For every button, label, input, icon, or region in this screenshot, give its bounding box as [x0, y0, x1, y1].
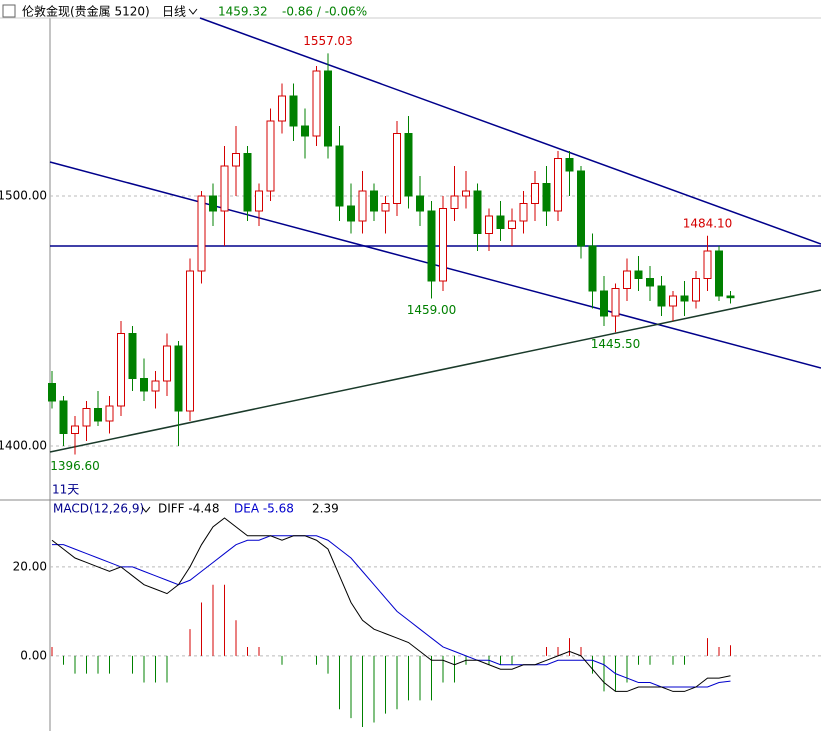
- candle-body: [243, 153, 252, 212]
- candle-body: [266, 120, 275, 192]
- candle-body: [220, 165, 229, 212]
- diff-label: DIFF -4.48: [158, 502, 219, 516]
- y-tick-label: 1500.00: [0, 189, 47, 203]
- candle-body: [48, 383, 56, 402]
- candle-body: [450, 195, 459, 209]
- candle-body: [715, 250, 723, 297]
- y-tick-label: 20.00: [13, 559, 47, 573]
- last-price: 1459.32: [218, 5, 268, 19]
- candle-body: [669, 295, 677, 307]
- candle-body: [358, 190, 367, 222]
- candle-body: [416, 195, 424, 212]
- candle-body: [140, 378, 148, 392]
- candle-body: [128, 333, 137, 379]
- candle-body: [565, 158, 574, 172]
- diff-line: [51, 517, 731, 692]
- price-annotation: 1445.50: [591, 337, 641, 351]
- candle-body: [232, 153, 240, 167]
- candle-body: [289, 95, 298, 127]
- candle-body: [427, 210, 436, 282]
- candle-body: [657, 285, 666, 307]
- trendline[interactable]: [199, 17, 821, 245]
- candle-body: [82, 408, 91, 427]
- candle-body: [646, 278, 654, 287]
- price-change: -0.86 / -0.06%: [282, 5, 367, 19]
- candle-body: [381, 203, 390, 212]
- candle-body: [335, 145, 344, 207]
- candle-body: [519, 203, 528, 222]
- candle-body: [462, 190, 470, 197]
- dropdown-arrow[interactable]: [141, 506, 151, 513]
- candle-body: [496, 215, 505, 229]
- candle-body: [577, 170, 585, 247]
- price-annotation: 1484.10: [683, 216, 733, 230]
- candle-body: [347, 205, 355, 222]
- candle-body: [117, 333, 125, 407]
- candle-body: [71, 425, 79, 434]
- candle-body: [393, 133, 401, 204]
- candle-body: [105, 405, 114, 422]
- candle-body: [485, 215, 493, 234]
- candle-body: [278, 95, 286, 122]
- candle-body: [370, 190, 378, 212]
- candle-body: [174, 345, 183, 412]
- price-annotation: 1396.60: [50, 459, 100, 473]
- candle-body: [312, 70, 321, 137]
- candle-body: [508, 220, 516, 229]
- candle-body: [554, 158, 562, 212]
- candle-body: [473, 190, 482, 234]
- candle-body: [186, 270, 194, 412]
- macd-title[interactable]: MACD(12,26,9): [53, 502, 144, 516]
- candle-body: [611, 288, 620, 317]
- period-label: 11天: [52, 483, 79, 497]
- candle-body: [531, 183, 539, 204]
- candle-body: [163, 345, 171, 382]
- icon[interactable]: [2, 4, 16, 18]
- candle-body: [634, 270, 643, 279]
- y-tick-label: 0.00: [20, 648, 47, 662]
- candle-body: [692, 278, 700, 302]
- candle-body: [726, 295, 735, 299]
- candle-body: [197, 195, 206, 272]
- y-tick-label: 1400.00: [0, 439, 47, 453]
- candle-body: [301, 125, 309, 137]
- candle-body: [588, 245, 597, 292]
- candle-body: [542, 183, 551, 212]
- dea-line: [52, 535, 731, 688]
- candle-body: [404, 133, 413, 197]
- price-annotation: 1557.03: [303, 34, 353, 48]
- candle-body: [59, 400, 68, 434]
- candle-body: [703, 250, 712, 279]
- candle-body: [151, 380, 160, 392]
- candle-body: [439, 208, 447, 282]
- price-annotation: 1459.00: [407, 303, 457, 317]
- period[interactable]: 日线: [162, 5, 186, 19]
- candle-body: [324, 70, 332, 147]
- candle-body: [94, 408, 102, 422]
- hist-label: 2.39: [312, 502, 339, 516]
- dropdown-arrow[interactable]: [188, 8, 198, 15]
- dea-label: DEA -5.68: [234, 502, 294, 516]
- candle-body: [600, 290, 608, 317]
- candle-body: [255, 190, 263, 212]
- candle-body: [623, 270, 631, 289]
- symbol: 伦敦金现(贵金属 5120): [22, 4, 150, 19]
- candle-body: [680, 295, 689, 302]
- candle-body: [209, 195, 217, 212]
